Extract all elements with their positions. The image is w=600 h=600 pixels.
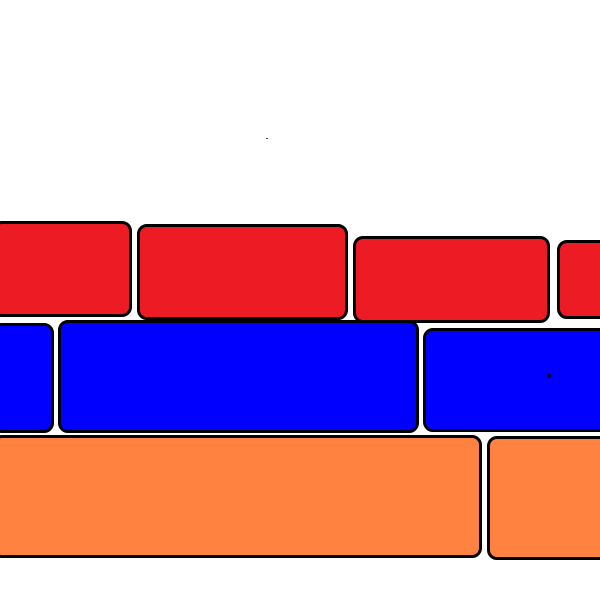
dot [547,374,551,378]
red-brick [557,240,600,319]
orange-brick [487,436,600,560]
red-brick [137,224,348,320]
blue-brick [0,323,54,433]
blue-brick [423,328,600,432]
red-brick [0,221,132,317]
orange-brick [0,435,482,558]
blue-brick [58,320,419,433]
red-brick [353,236,550,323]
speck [266,138,268,139]
